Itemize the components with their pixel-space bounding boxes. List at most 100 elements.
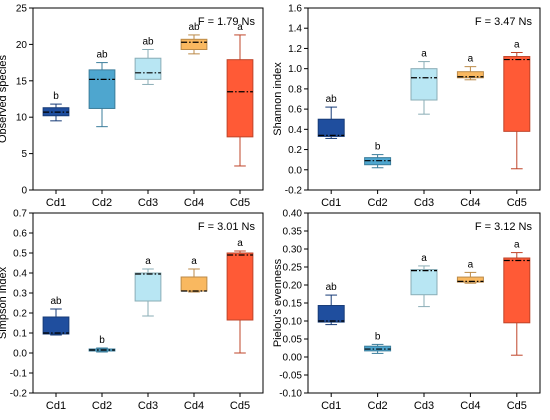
significance-label: b (375, 142, 381, 153)
y-tick-label: -0.2 (10, 389, 28, 400)
box-cd5 (226, 59, 254, 138)
y-tick-label: 0.2 (288, 145, 302, 156)
y-tick-label: 0.0 (13, 349, 27, 360)
box-cd5 (226, 252, 254, 321)
x-tick-label: Cd5 (230, 400, 250, 412)
x-tick-label: Cd2 (92, 197, 112, 209)
y-tick-label: 0.35 (283, 227, 303, 238)
significance-label: b (375, 331, 381, 342)
box-cd5 (503, 257, 531, 324)
stat-annotation: F = 3.01 Ns (198, 221, 256, 233)
y-tick-label: 5 (21, 149, 27, 160)
y-tick-label: 0.2 (13, 309, 27, 320)
x-tick-label: Cd3 (414, 197, 434, 209)
box-cd3 (410, 68, 438, 101)
significance-label: a (145, 256, 151, 267)
y-axis-title: Simpson index (0, 266, 9, 339)
significance-label: a (468, 259, 474, 270)
y-tick-label: 1.4 (288, 24, 302, 35)
x-tick-label: Cd1 (46, 197, 66, 209)
stat-annotation: F = 3.47 Ns (475, 16, 533, 28)
panel-4: -0.10 -0.05 0.00 0.05 0.10 0.15 0.20 0.25 0.30 0.… (272, 209, 541, 412)
x-tick-label: Cd2 (368, 197, 388, 209)
significance-label: ab (326, 282, 338, 293)
significance-label: a (237, 238, 243, 249)
significance-label: a (514, 240, 520, 251)
x-tick-label: Cd3 (414, 400, 434, 412)
x-tick-label: Cd5 (507, 197, 527, 209)
x-tick-label: Cd1 (46, 400, 66, 412)
y-tick-label: 15 (16, 76, 28, 87)
significance-label: b (53, 91, 59, 102)
significance-label: ab (188, 22, 200, 33)
y-tick-label: 0.6 (288, 105, 302, 116)
box-cd4 (180, 38, 208, 50)
y-tick-label: -0.2 (285, 186, 303, 197)
significance-label: b (99, 335, 105, 346)
x-tick-label: Cd3 (138, 197, 158, 209)
box-cd5 (503, 56, 531, 132)
y-tick-label: 0.00 (283, 353, 303, 364)
significance-label: ab (50, 296, 62, 307)
x-tick-label: Cd4 (460, 400, 480, 412)
significance-label: a (421, 253, 427, 264)
x-tick-label: Cd2 (368, 400, 388, 412)
y-axis-title: Shannon index (272, 62, 284, 136)
y-tick-label: 1.6 (288, 4, 302, 15)
panel-2: -0.2 0.0 0.2 0.4 0.6 0.8 1.0 1.2 1.4 1.6 Shannon i… (272, 4, 541, 209)
y-tick-label: 0.10 (283, 317, 303, 328)
y-tick-label: 0.7 (13, 209, 27, 220)
y-tick-label: -0.05 (279, 371, 302, 382)
x-tick-label: Cd1 (321, 400, 341, 412)
y-axis-title: Pielou's evenness (272, 258, 284, 347)
significance-label: ab (326, 94, 338, 105)
y-tick-label: 0.1 (13, 329, 27, 340)
y-tick-label: 0.0 (288, 165, 302, 176)
y-tick-label: 20 (16, 40, 28, 51)
x-tick-label: Cd4 (184, 400, 204, 412)
box-cd3 (134, 57, 162, 80)
significance-label: ab (96, 50, 108, 61)
y-tick-label: 25 (16, 4, 28, 15)
x-tick-label: Cd4 (460, 197, 480, 209)
box-cd4 (180, 276, 208, 292)
box-cd4 (456, 276, 484, 283)
significance-label: ab (142, 36, 154, 47)
y-tick-label: -0.1 (10, 369, 28, 380)
x-tick-label: Cd2 (92, 400, 112, 412)
stat-annotation: F = 3.12 Ns (475, 221, 533, 233)
significance-label: a (421, 49, 427, 60)
y-tick-label: 10 (16, 113, 28, 124)
y-tick-label: 0.30 (283, 245, 303, 256)
y-axis-title: Observed species (0, 54, 9, 143)
stat-annotation: F = 1.79 Ns (198, 16, 256, 28)
panel-3: -0.2 -0.1 0.0 0.1 0.2 0.3 0.4 0.5 0.6 0.7 Simpson … (0, 209, 264, 412)
y-tick-label: -0.10 (279, 389, 302, 400)
y-tick-label: 1.2 (288, 44, 302, 55)
significance-label: a (468, 54, 474, 65)
box-cd3 (134, 272, 162, 302)
box-cd2 (88, 69, 116, 109)
x-tick-label: Cd1 (321, 197, 341, 209)
y-tick-label: 1.0 (288, 64, 302, 75)
y-tick-label: 0.5 (13, 249, 27, 260)
box-cd4 (456, 71, 484, 79)
y-tick-label: 0.8 (288, 84, 302, 95)
significance-label: a (514, 39, 520, 50)
y-tick-label: 0.4 (288, 125, 302, 136)
panel-1: 0 5 10 15 20 25 Observed species F = 1.79 Ns b Cd… (0, 4, 264, 209)
significance-label: a (191, 256, 197, 267)
y-tick-label: 0.15 (283, 299, 303, 310)
y-tick-label: 0.20 (283, 281, 303, 292)
y-tick-label: 0 (21, 186, 27, 197)
significance-label: a (237, 22, 243, 33)
box-cd1 (317, 118, 345, 137)
y-tick-label: 0.3 (13, 289, 27, 300)
x-tick-label: Cd5 (507, 400, 527, 412)
y-tick-label: 0.6 (13, 229, 27, 240)
box-cd1 (42, 316, 70, 335)
y-tick-label: 0.25 (283, 263, 303, 274)
x-tick-label: Cd5 (230, 197, 250, 209)
y-tick-label: 0.05 (283, 335, 303, 346)
